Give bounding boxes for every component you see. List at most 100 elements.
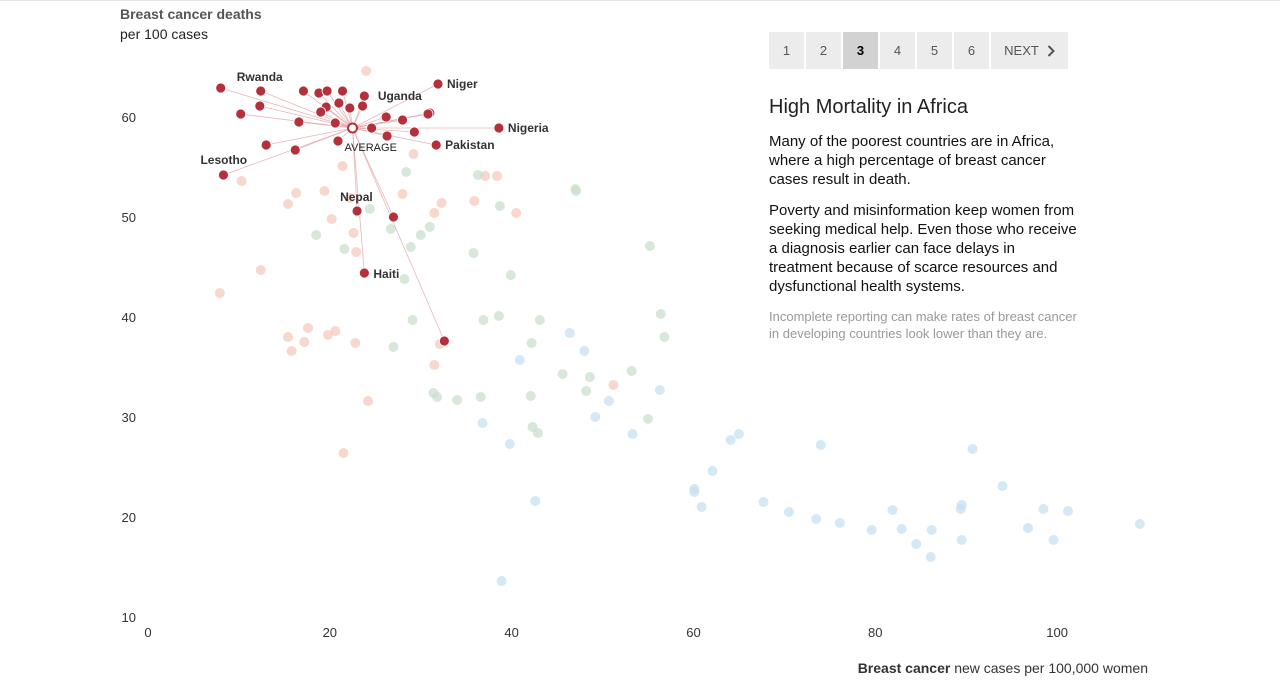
highlighted-point xyxy=(254,100,266,112)
faded-blue-point xyxy=(925,552,936,562)
faded-blue-point xyxy=(477,418,488,428)
faded-blue-point xyxy=(514,355,525,365)
faded-green-point xyxy=(385,224,396,234)
page-button-3[interactable]: 3 xyxy=(843,32,878,69)
faded-blue-point xyxy=(1048,535,1059,545)
page-button-6[interactable]: 6 xyxy=(954,32,989,69)
faded-blue-point xyxy=(834,518,845,528)
faded-blue-point xyxy=(689,484,700,494)
average-link-line xyxy=(298,121,353,129)
next-button[interactable]: NEXT xyxy=(991,32,1068,69)
highlighted-point xyxy=(235,108,247,120)
faded-green-point xyxy=(415,230,426,240)
faded-blue-point xyxy=(590,412,601,422)
x-tick-label: 80 xyxy=(868,625,882,640)
faded-red-point xyxy=(397,189,408,199)
highlighted-point xyxy=(337,85,348,97)
highlighted-point xyxy=(366,122,378,134)
page-button-4[interactable]: 4 xyxy=(880,32,915,69)
faded-green-point xyxy=(557,369,568,379)
highlighted-point-niger xyxy=(432,78,444,90)
faded-green-point xyxy=(533,428,543,438)
page-navigation: 1 2 3 4 5 6 NEXT xyxy=(769,32,1068,69)
faded-red-point xyxy=(326,214,337,224)
y-tick-label: 30 xyxy=(122,410,136,425)
faded-green-point xyxy=(644,241,655,251)
faded-blue-point xyxy=(956,535,967,545)
highlighted-point xyxy=(381,130,393,142)
faded-blue-point xyxy=(866,525,877,535)
faded-blue-point xyxy=(896,524,907,534)
average-link-line xyxy=(223,127,353,176)
highlighted-point xyxy=(357,100,368,112)
average-link-line xyxy=(352,127,365,274)
faded-green-point xyxy=(468,248,479,258)
x-tick-label: 40 xyxy=(504,625,518,640)
page-button-5[interactable]: 5 xyxy=(917,32,952,69)
average-link-line xyxy=(352,113,429,129)
average-label: AVERAGE xyxy=(345,142,397,154)
average-link-line xyxy=(325,106,353,129)
faded-red-point xyxy=(214,288,225,298)
faded-blue-point xyxy=(530,496,541,506)
faded-green-point xyxy=(525,391,536,401)
story-panel: High Mortality in Africa Many of the poo… xyxy=(769,94,1079,342)
faded-green-point xyxy=(405,242,416,252)
faded-blue-point xyxy=(887,505,898,515)
top-border xyxy=(0,0,1280,1)
highlighted-point xyxy=(315,106,327,118)
highlighted-point xyxy=(215,82,227,94)
faded-green-point xyxy=(401,167,412,177)
axis-ticks: 0 20 40 60 80 100 10 20 30 40 50 60 xyxy=(122,110,1068,640)
faded-red-point xyxy=(469,196,480,206)
faded-blue-point xyxy=(696,502,707,512)
faded-red-point xyxy=(480,171,491,181)
faded-red-point xyxy=(350,338,361,348)
highlighted-point-pakistan xyxy=(430,139,442,151)
faded-blue-point xyxy=(911,539,922,549)
page-button-1[interactable]: 1 xyxy=(769,32,804,69)
average-link-line xyxy=(266,127,353,146)
highlighted-point xyxy=(438,335,450,347)
label-pakistan: Pakistan xyxy=(445,138,494,152)
faded-green-point xyxy=(424,222,435,232)
page-button-2[interactable]: 2 xyxy=(806,32,841,69)
faded-blue-point xyxy=(1063,506,1073,516)
highlighted-points xyxy=(215,78,505,347)
y-tick-label: 40 xyxy=(122,310,136,325)
faded-green-point xyxy=(388,342,399,352)
faded-blue-point xyxy=(811,514,822,524)
faded-blue-point xyxy=(707,466,718,476)
faded-green-point xyxy=(339,244,350,254)
average-link-line xyxy=(352,116,387,129)
average-marker xyxy=(347,122,359,134)
faded-green-point xyxy=(493,311,504,321)
faded-blue-point xyxy=(504,439,515,449)
faded-red-point xyxy=(255,265,266,275)
highlighted-point xyxy=(260,139,272,151)
highlighted-point xyxy=(397,114,408,126)
faded-blue-point xyxy=(956,500,967,510)
faded-red-point xyxy=(408,149,419,159)
next-label: NEXT xyxy=(1004,43,1039,58)
faded-red-point xyxy=(337,161,348,171)
faded-green-point xyxy=(584,372,595,382)
highlighted-point xyxy=(332,135,344,147)
faded-green-point xyxy=(571,186,582,196)
faded-blue-point xyxy=(603,396,614,406)
label-rwanda: Rwanda xyxy=(237,70,283,84)
label-nigeria: Nigeria xyxy=(508,121,549,135)
faded-red-point xyxy=(303,323,313,333)
faded-blue-point xyxy=(579,346,590,356)
faded-red-point xyxy=(344,193,355,203)
faded-blue-point xyxy=(758,497,769,507)
faded-green-point xyxy=(473,170,483,180)
faded-red-point xyxy=(323,330,333,340)
label-lesotho: Lesotho xyxy=(200,153,247,167)
highlighted-point xyxy=(321,85,333,97)
label-uganda: Uganda xyxy=(378,89,422,103)
highlighted-point xyxy=(333,97,345,109)
faded-green-point xyxy=(626,366,637,376)
label-haiti: Haiti xyxy=(373,267,399,281)
